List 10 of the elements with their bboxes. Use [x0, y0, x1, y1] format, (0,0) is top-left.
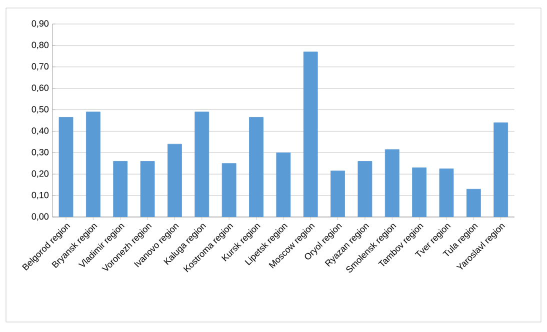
y-tick-label: 0,30: [32, 148, 49, 156]
y-tick-label: 0,10: [32, 192, 49, 200]
y-tick-label: 0,00: [32, 213, 49, 221]
y-tick-label: 0,20: [32, 170, 49, 178]
y-tick-label: 0,90: [32, 20, 49, 28]
y-tick-label: 0,70: [32, 63, 49, 71]
y-tick-label: 0,50: [32, 106, 49, 114]
y-tick-label: 0,80: [32, 42, 49, 50]
y-tick-label: 0,40: [32, 128, 49, 135]
y-tick-label: 0,60: [32, 84, 49, 92]
